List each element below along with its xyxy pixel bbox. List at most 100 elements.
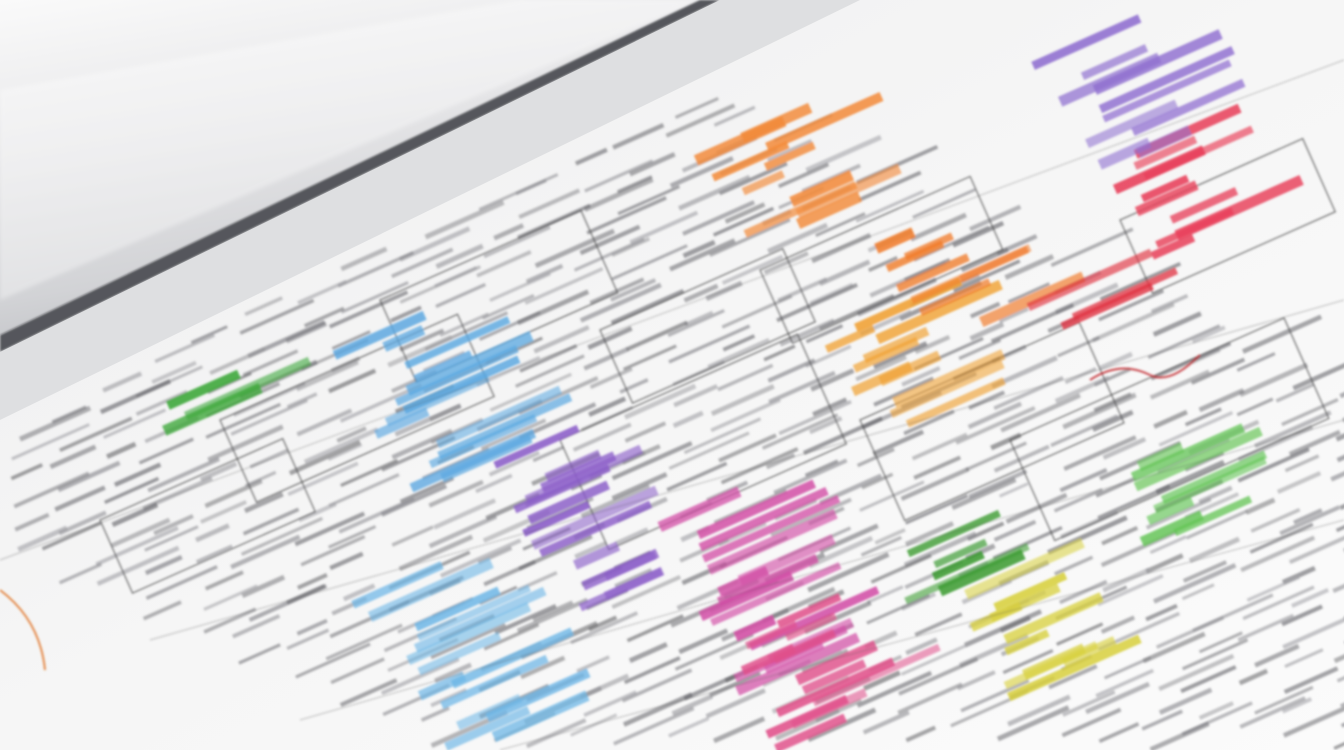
text-line <box>1288 429 1341 457</box>
text-line <box>911 432 968 461</box>
highlight-band <box>513 464 611 514</box>
text-line <box>428 479 484 508</box>
highlight-band <box>933 538 988 569</box>
text-line <box>1281 398 1339 427</box>
text-line <box>286 628 330 651</box>
text-line <box>1062 690 1116 717</box>
text-line <box>905 725 937 743</box>
red-sketch <box>1089 354 1201 381</box>
text-line <box>807 707 877 742</box>
text-line <box>721 254 784 285</box>
text-line <box>900 643 968 676</box>
text-line <box>1181 583 1215 601</box>
text-line <box>242 349 299 377</box>
highlight-band <box>885 240 945 272</box>
text-line <box>203 607 257 634</box>
highlight-band <box>1169 187 1239 224</box>
text-line <box>580 483 651 519</box>
highlight-band <box>774 713 847 750</box>
text-line <box>819 294 895 330</box>
text-line <box>287 461 359 497</box>
text-line <box>718 161 788 196</box>
text-line <box>1091 409 1134 432</box>
text-line <box>230 398 308 436</box>
text-line <box>1284 648 1324 668</box>
highlight-band <box>413 350 473 382</box>
text-line <box>59 416 133 453</box>
text-line <box>1254 643 1300 668</box>
highlight-band <box>824 324 876 353</box>
text-line <box>990 303 1075 344</box>
text-line <box>671 693 714 716</box>
text-line <box>230 534 301 570</box>
text-line <box>1249 522 1314 554</box>
highlight-band <box>875 279 1003 345</box>
text-line <box>439 312 490 337</box>
text-line <box>489 372 572 412</box>
text-line <box>1095 476 1136 498</box>
text-line <box>570 611 639 645</box>
text-line <box>666 461 728 492</box>
connector-line <box>299 419 1344 721</box>
text-line <box>720 447 799 485</box>
text-line <box>518 376 599 415</box>
text-line <box>135 389 188 416</box>
text-line <box>296 408 353 437</box>
text-line <box>1283 666 1339 694</box>
highlight-band <box>904 543 1030 605</box>
text-line <box>1048 664 1098 690</box>
text-line <box>1236 397 1274 417</box>
text-line <box>145 565 218 600</box>
highlight-band <box>1173 495 1253 537</box>
text-line <box>439 538 522 578</box>
text-line <box>628 642 668 663</box>
diagram-box <box>599 247 817 404</box>
text-line <box>912 188 976 219</box>
text-line <box>532 600 574 622</box>
text-line <box>808 535 874 569</box>
text-line <box>1184 407 1222 427</box>
text-line <box>914 612 963 637</box>
highlight-band <box>544 449 602 483</box>
highlight-band <box>538 500 653 557</box>
highlight-band <box>1136 442 1185 472</box>
highlight-band <box>450 627 574 689</box>
highlight-band <box>1085 99 1179 148</box>
highlight-band <box>1136 125 1193 159</box>
text-line <box>570 713 618 737</box>
connector-line <box>499 519 1344 750</box>
text-line <box>41 521 102 551</box>
text-line <box>910 212 967 242</box>
text-line <box>391 428 453 460</box>
text-line <box>515 354 585 388</box>
highlight-band <box>784 612 837 641</box>
text-line <box>328 290 409 329</box>
text-line <box>58 562 103 585</box>
text-line <box>19 405 92 442</box>
text-line <box>391 247 454 279</box>
text-line <box>625 320 689 352</box>
text-line <box>1275 382 1315 403</box>
highlight-band <box>741 170 785 196</box>
text-line <box>572 422 632 452</box>
text-line <box>294 511 366 547</box>
text-line <box>1103 656 1152 680</box>
text-line <box>678 628 729 655</box>
text-line <box>1145 603 1178 622</box>
text-line <box>709 218 791 257</box>
highlight-band <box>763 141 816 171</box>
highlight-band <box>979 271 1086 328</box>
text-line <box>965 441 1027 472</box>
text-line <box>763 344 796 362</box>
text-line <box>430 688 468 708</box>
text-line <box>855 355 907 382</box>
text-line <box>435 283 487 309</box>
text-line <box>622 344 677 371</box>
text-line <box>303 427 379 464</box>
text-line <box>325 623 403 661</box>
text-line <box>247 320 326 359</box>
text-line <box>669 156 734 189</box>
text-line <box>682 239 716 259</box>
highlight-band <box>456 693 523 731</box>
text-line <box>303 306 345 328</box>
